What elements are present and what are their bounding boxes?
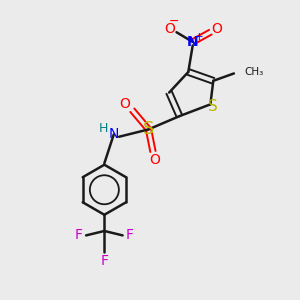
Text: F: F: [100, 254, 108, 268]
Text: O: O: [119, 98, 130, 111]
Text: O: O: [149, 153, 160, 167]
Text: F: F: [126, 228, 134, 242]
Text: +: +: [195, 32, 203, 42]
Text: N: N: [109, 128, 119, 141]
Text: H: H: [99, 122, 109, 135]
Text: CH₃: CH₃: [244, 67, 263, 77]
Text: −: −: [169, 14, 179, 28]
Text: F: F: [75, 228, 83, 242]
Text: S: S: [208, 99, 218, 114]
Text: O: O: [211, 22, 222, 36]
Text: O: O: [165, 22, 176, 36]
Text: N: N: [187, 35, 199, 49]
Text: S: S: [143, 120, 154, 138]
